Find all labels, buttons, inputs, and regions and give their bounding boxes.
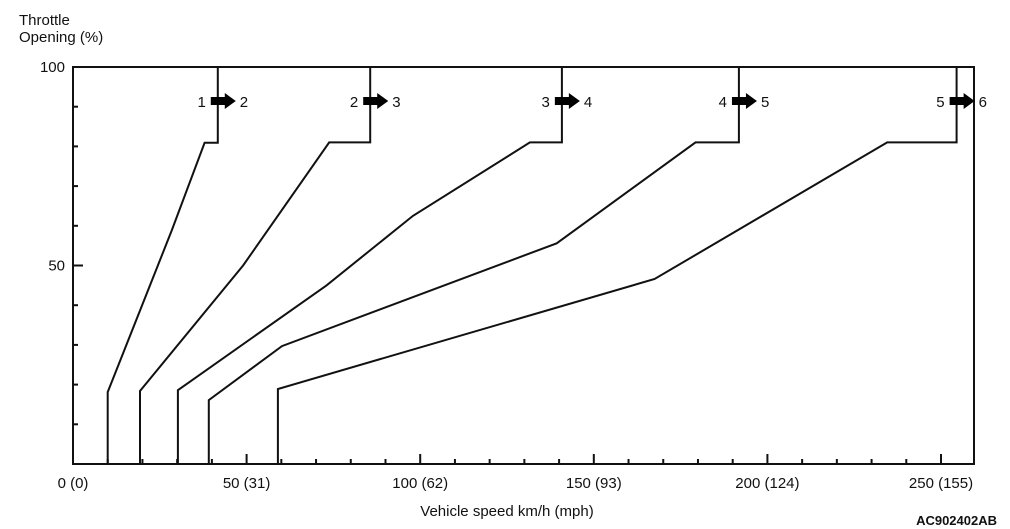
x-tick-label: 200 (124) <box>735 475 799 492</box>
x-tick-label: 100 (62) <box>392 475 448 492</box>
y-tick-label: 50 <box>48 258 65 275</box>
y-tick-label: 100 <box>40 59 65 76</box>
x-tick-label: 0 (0) <box>58 475 89 492</box>
shift-from-gear-label: 1 <box>197 94 205 111</box>
shift-to-gear-label: 4 <box>584 94 592 111</box>
x-tick-label: 50 (31) <box>223 475 271 492</box>
shift-line-4-5 <box>207 67 740 464</box>
x-tick-label: 150 (93) <box>566 475 622 492</box>
plot-frame <box>72 66 975 465</box>
figure-code: AC902402AB <box>916 513 997 528</box>
shift-from-gear-label: 2 <box>350 94 358 111</box>
x-axis-label: Vehicle speed km/h (mph) <box>420 503 593 520</box>
shift-line-1-2 <box>106 67 219 464</box>
shift-arrow-icon <box>731 93 757 109</box>
shift-from-gear-label: 3 <box>542 94 550 111</box>
shift-arrow-icon <box>949 93 975 109</box>
x-tick-label: 250 (155) <box>909 475 973 492</box>
shift-to-gear-label: 5 <box>761 94 769 111</box>
y-axis-label-line2: Opening (%) <box>19 29 103 46</box>
shift-to-gear-label: 6 <box>979 94 987 111</box>
shift-arrow-icon <box>363 93 389 109</box>
shift-from-gear-label: 5 <box>936 94 944 111</box>
shift-to-gear-label: 2 <box>240 94 248 111</box>
shift-arrow-icon <box>554 93 580 109</box>
shift-from-gear-label: 4 <box>719 94 727 111</box>
shift-line-2-3 <box>139 67 372 464</box>
shift-line-3-4 <box>176 67 563 464</box>
shift-arrow-icon <box>210 93 236 109</box>
shift-line-5-6 <box>276 67 958 464</box>
y-axis-label-line1: Throttle <box>19 12 70 29</box>
shift-to-gear-label: 3 <box>392 94 400 111</box>
